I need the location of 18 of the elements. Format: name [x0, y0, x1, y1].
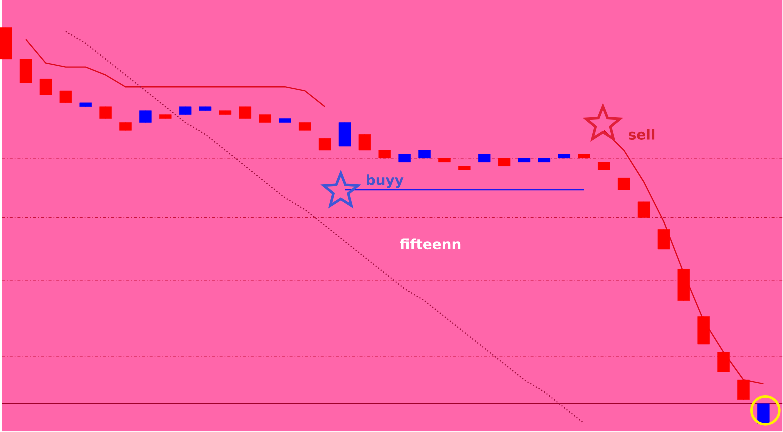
annotation: buyy: [367, 174, 404, 188]
candlestick: [618, 178, 630, 191]
candlestick: [738, 380, 750, 400]
candlestick: [60, 90, 72, 104]
candlestick: [338, 122, 352, 147]
candlestick: [358, 134, 372, 151]
candlestick: [758, 404, 770, 424]
candlestick: [638, 202, 650, 218]
candlestick: [318, 138, 332, 151]
candlestick: [239, 106, 252, 120]
candlestick: [140, 110, 152, 124]
candlestick: [658, 230, 670, 250]
candlestick: [40, 79, 52, 96]
annotation: fifteenn: [400, 239, 461, 250]
annotation: sell: [629, 129, 655, 140]
candlestick: [718, 352, 730, 373]
candlestick: [20, 59, 32, 84]
candlestick: [100, 106, 112, 120]
